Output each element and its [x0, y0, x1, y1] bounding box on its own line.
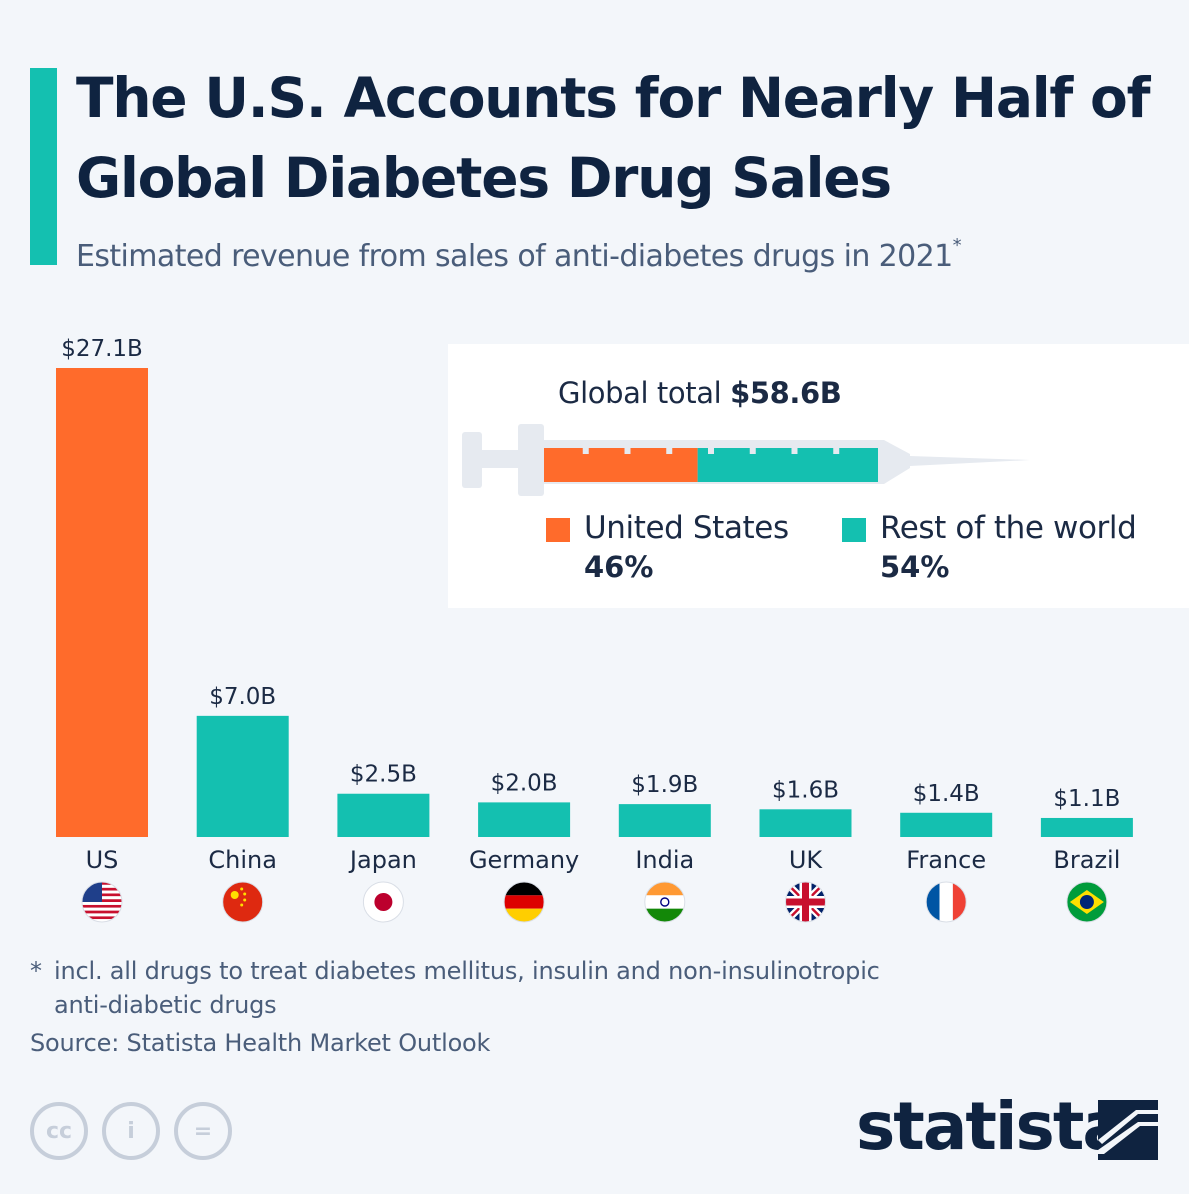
bar-brazil	[1040, 817, 1133, 837]
syringe-plunger-rod	[482, 450, 518, 468]
value-label: $27.1B	[61, 336, 143, 362]
china-flag-icon	[222, 881, 264, 923]
value-label: $2.0B	[491, 770, 558, 796]
value-label: $1.1B	[1053, 786, 1120, 812]
category-label: Germany	[469, 846, 579, 874]
syringe-tick	[624, 448, 631, 454]
legend-pct-us: 46%	[584, 550, 654, 584]
source-text: Source: Statista Health Market Outlook	[30, 1029, 491, 1057]
us-flag-icon	[81, 881, 123, 923]
bar-uk	[759, 809, 852, 837]
bar-chart: $27.1B US $7.0B China $2.5B Japan $2.0B Germany…	[56, 336, 1133, 923]
value-label: $1.9B	[631, 772, 698, 798]
bar-japan	[337, 793, 430, 837]
category-label: Brazil	[1053, 846, 1120, 874]
no-derivatives-icon[interactable]: =	[174, 1102, 232, 1160]
chart-title: The U.S. Accounts for Nearly Half of Glo…	[76, 66, 1151, 210]
category-label: Japan	[348, 846, 417, 874]
syringe-tip	[884, 440, 910, 484]
category-label: US	[86, 846, 119, 874]
france-flag-icon	[925, 881, 967, 923]
category-label: France	[906, 846, 986, 874]
bar-germany	[478, 802, 571, 837]
value-label: $1.4B	[913, 781, 980, 807]
syringe-fill-rest	[697, 448, 878, 482]
japan-flag-icon	[362, 881, 404, 923]
legend-label-us: United States	[584, 510, 789, 546]
value-label: $7.0B	[209, 684, 276, 710]
syringe-tick	[708, 448, 714, 454]
syringe-tick	[582, 448, 589, 454]
syringe-icon	[462, 424, 1030, 496]
legend-pct-rest: 54%	[880, 550, 950, 584]
uk-flag-icon	[785, 881, 826, 923]
brazil-flag-icon	[1066, 881, 1108, 923]
value-label: $2.5B	[350, 762, 417, 788]
footnote: * incl. all drugs to treat diabetes melli…	[30, 957, 880, 1019]
bar-china	[196, 715, 289, 837]
syringe-flange	[518, 424, 544, 496]
cc-icon[interactable]: cc	[30, 1102, 88, 1160]
legend-label-rest: Rest of the world	[880, 510, 1137, 546]
accent-bar	[30, 68, 57, 265]
bar-us	[56, 368, 148, 837]
syringe-tick	[791, 448, 798, 454]
syringe-tick	[666, 448, 673, 454]
syringe-plunger-cap	[462, 432, 482, 488]
statista-logo-text[interactable]: statista	[856, 1088, 1127, 1165]
bar-france	[900, 812, 993, 837]
statista-logo-icon	[1098, 1100, 1158, 1160]
bar-india	[618, 804, 711, 837]
attribution-icon[interactable]: i	[102, 1102, 160, 1160]
syringe-tick	[833, 448, 840, 454]
value-label: $1.6B	[772, 777, 839, 803]
category-label: China	[208, 846, 277, 874]
syringe-fill-us	[544, 448, 698, 482]
category-label: UK	[789, 846, 824, 874]
india-flag-icon	[644, 881, 686, 923]
global-total-text: Global total $58.6B	[558, 376, 842, 410]
germany-flag-icon	[503, 881, 545, 923]
legend-swatch-rest	[842, 518, 866, 542]
syringe-tick	[749, 448, 756, 454]
category-label: India	[635, 846, 694, 874]
legend-swatch-us	[546, 518, 570, 542]
syringe-needle	[910, 456, 1030, 466]
chart-subtitle: Estimated revenue from sales of anti-dia…	[76, 235, 962, 274]
